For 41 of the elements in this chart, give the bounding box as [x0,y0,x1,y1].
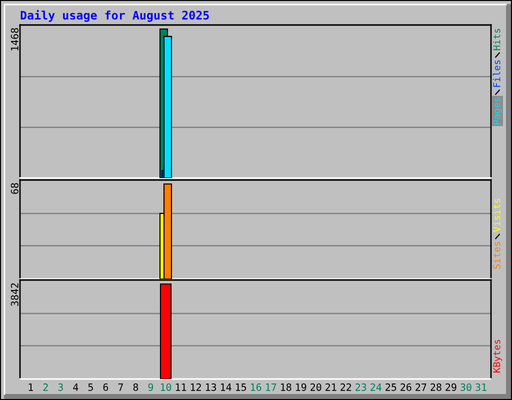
x-tick-label: 13 [206,383,216,391]
legend-label: Sites [492,242,500,269]
text: Visits [492,198,500,232]
x-tick-label: 20 [310,383,322,391]
x-tick-label: 17 [266,384,276,391]
x-tick-label: 14 [220,384,232,391]
legend-label: Files [492,60,500,87]
legend-label: Pages [493,98,502,124]
x-tick-label: 2 [43,383,48,391]
x-tick-label: 18 [281,383,292,391]
x-tick-label: 16 [250,383,262,391]
x-tick-label: 29 [446,383,456,391]
x-tick-label: 15 [236,384,246,391]
x-tick-label: 25 [386,383,396,391]
text: Hits [492,28,500,50]
x-tick-label: 9 [148,383,154,391]
x-tick-label: 22 [340,383,352,391]
x-tick-label: 12 [190,383,201,391]
x-tick-label: 7 [118,384,123,391]
x-tick-label: 30 [460,383,472,391]
x-tick-label: 27 [416,383,426,391]
x-tick-label: 24 [370,383,382,391]
text: 1468 [10,28,18,50]
x-tick-label: 23 [356,383,366,391]
chart-title: Daily usage for August 2025 [20,10,209,22]
x-tick-label: 10 [160,383,172,391]
x-tick-label: 6 [103,383,108,391]
x-tick-label: 1 [28,384,33,391]
x-tick-label: 19 [296,383,306,391]
text: 3842 [10,283,18,306]
text: KBytes [493,340,502,372]
x-tick-label: 11 [176,384,186,391]
x-tick-label: 3 [58,383,63,391]
x-tick-label: 5 [88,384,93,391]
x-tick-label: 8 [133,383,138,391]
text: 68 [10,183,18,194]
x-tick-label: 21 [326,383,336,391]
x-tick-label: 26 [400,383,412,391]
x-tick-label: 28 [430,383,442,391]
x-tick-label: 31 [476,383,486,391]
x-tick-label: 4 [73,384,78,391]
